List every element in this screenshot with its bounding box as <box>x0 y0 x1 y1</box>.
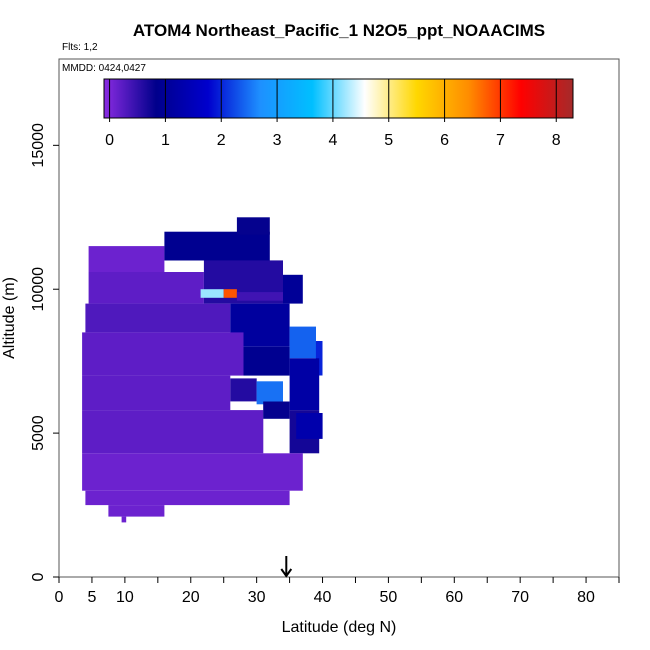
heatmap-cells <box>82 217 323 523</box>
colorbar-gradient <box>103 78 574 119</box>
y-tick-label: 10000 <box>30 267 47 312</box>
colorbar-tick-label: 7 <box>496 132 505 149</box>
heatmap-cell <box>121 516 127 523</box>
heatmap-cell <box>289 326 316 359</box>
heatmap-cell <box>236 292 283 301</box>
heatmap-cell <box>85 303 231 333</box>
colorbar-tick-label: 6 <box>440 132 449 149</box>
colorbar-tick-label: 8 <box>552 132 561 149</box>
heatmap-cell <box>82 410 264 454</box>
colorbar-tick-label: 0 <box>105 132 114 149</box>
heatmap-cell <box>88 246 165 272</box>
x-tick-label: 60 <box>445 589 463 606</box>
y-tick-label: 0 <box>30 572 47 581</box>
plot-frame <box>58 58 620 578</box>
x-tick-label: 5 <box>87 589 96 606</box>
x-tick-label: 80 <box>577 589 595 606</box>
heatmap-cell <box>85 490 290 506</box>
date-label: MMDD: 0424,0427 <box>62 63 146 74</box>
chart-title: ATOM4 Northeast_Pacific_1 N2O5_ppt_NOAAC… <box>133 21 545 40</box>
x-tick-label: 20 <box>182 589 200 606</box>
x-tick-label: 70 <box>511 589 529 606</box>
latitude-marker-arrowhead <box>280 568 293 578</box>
x-tick-label: 50 <box>380 589 398 606</box>
heatmap-cell <box>296 413 323 439</box>
colorbar-tick-label: 4 <box>328 132 337 149</box>
x-axis-label: Latitude (deg N) <box>282 619 397 636</box>
heatmap-cell <box>88 272 204 304</box>
heatmap-cell <box>263 401 290 419</box>
x-tick-label: 40 <box>314 589 332 606</box>
heatmap-cell <box>243 346 290 376</box>
marker-layer <box>280 556 293 578</box>
colorbar-tick-label: 1 <box>161 132 170 149</box>
x-tick-label: 10 <box>116 589 134 606</box>
heatmap-cell <box>256 381 283 405</box>
heatmap-cell <box>236 217 270 235</box>
y-axis: 0 5000 10000 15000 <box>30 123 59 581</box>
heatmap-cell <box>289 358 320 411</box>
colorbar-tick-label: 2 <box>217 132 226 149</box>
y-tick-label: 5000 <box>30 415 47 451</box>
heatmap-cell <box>108 505 165 517</box>
colorbar: 0 1 2 3 4 5 6 7 8 <box>103 78 574 149</box>
heatmap-cell <box>283 274 303 304</box>
heatmap-cell <box>82 453 303 491</box>
colorbar-tick-label: 3 <box>273 132 282 149</box>
y-axis-label: Altitude (m) <box>1 277 18 359</box>
x-axis: 0 5 10 20 30 40 50 60 70 80 <box>55 577 620 606</box>
heatmap-cell <box>164 231 270 261</box>
heatmap-cell <box>82 332 244 376</box>
heatmap-cell <box>82 375 231 411</box>
heatmap-cell <box>315 341 323 376</box>
colorbar-tick-label: 5 <box>384 132 393 149</box>
heatmap-cell <box>200 289 224 298</box>
y-tick-label: 15000 <box>30 123 47 168</box>
heatmap-cell <box>223 289 237 298</box>
x-tick-label: 30 <box>248 589 266 606</box>
flights-label: Flts: 1,2 <box>62 42 98 53</box>
x-tick-label: 0 <box>55 589 64 606</box>
heatmap-cell <box>230 378 257 402</box>
